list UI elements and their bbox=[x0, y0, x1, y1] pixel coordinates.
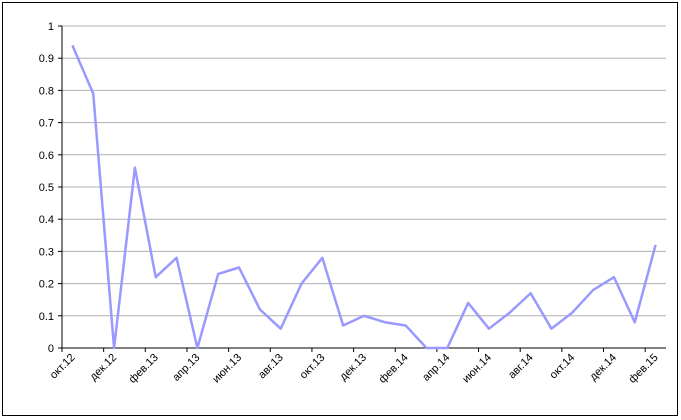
y-tick-label: 0 bbox=[48, 343, 54, 355]
y-tick-label: 0.7 bbox=[39, 118, 54, 130]
y-tick-label: 0.9 bbox=[39, 53, 54, 65]
y-tick-label: 0.3 bbox=[39, 246, 54, 258]
y-tick-label: 0.2 bbox=[39, 279, 54, 291]
y-tick-label: 1 bbox=[48, 21, 54, 33]
y-tick-label: 0.5 bbox=[39, 182, 54, 194]
y-tick-label: 0.1 bbox=[39, 311, 54, 323]
y-tick-label: 0.6 bbox=[39, 150, 54, 162]
line-series bbox=[71, 44, 657, 350]
y-tick-label: 0.8 bbox=[39, 85, 54, 97]
y-tick-label: 0.4 bbox=[39, 214, 54, 226]
